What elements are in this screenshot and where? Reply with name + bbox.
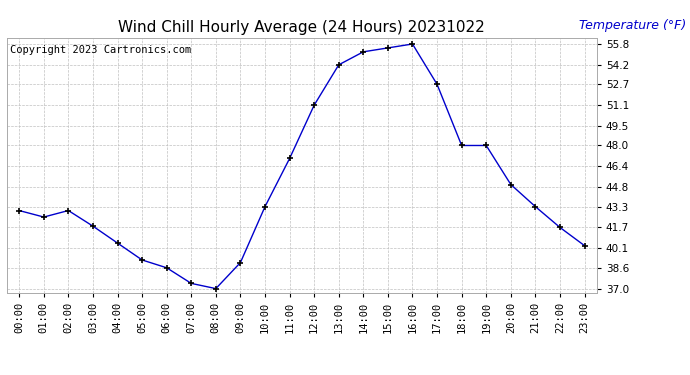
Title: Wind Chill Hourly Average (24 Hours) 20231022: Wind Chill Hourly Average (24 Hours) 202…: [119, 20, 485, 35]
Text: Temperature (°F): Temperature (°F): [580, 19, 687, 32]
Text: Copyright 2023 Cartronics.com: Copyright 2023 Cartronics.com: [10, 45, 191, 55]
